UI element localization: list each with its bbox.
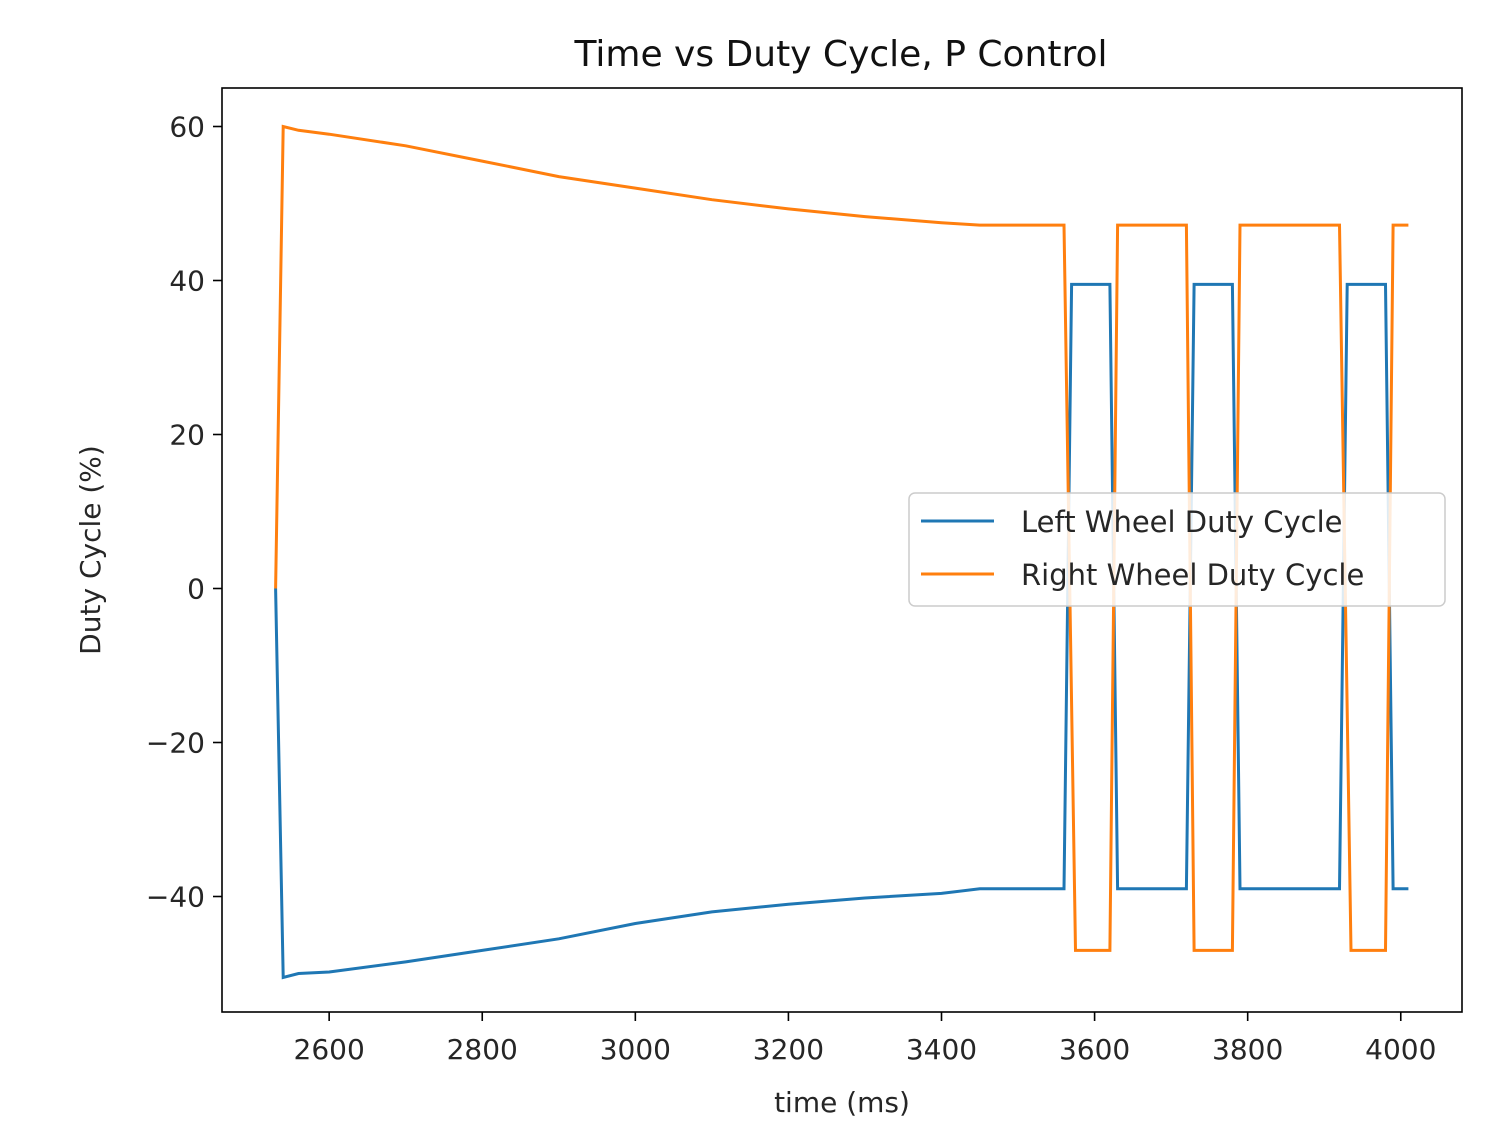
x-tick-label: 3200 (753, 1033, 824, 1066)
x-axis-label: time (ms) (774, 1086, 910, 1119)
x-tick-label: 2800 (447, 1033, 518, 1066)
legend: Left Wheel Duty Cycle Right Wheel Duty C… (908, 492, 1446, 607)
y-axis: 60 40 20 0 −20 −40 (146, 111, 222, 914)
chart-title: Time vs Duty Cycle, P Control (573, 34, 1107, 75)
x-tick-label: 3400 (906, 1033, 977, 1066)
y-tick-label: 0 (187, 573, 205, 606)
legend-label-left: Left Wheel Duty Cycle (1021, 505, 1343, 539)
y-axis-label: Duty Cycle (%) (74, 445, 107, 655)
x-tick-label: 3600 (1059, 1033, 1130, 1066)
series-line-right-wheel (274, 124, 1409, 952)
x-tick-label: 4000 (1365, 1033, 1436, 1066)
y-tick-label: 20 (169, 419, 205, 452)
series-line-left-wheel (274, 282, 1409, 980)
x-tick-label: 3800 (1212, 1033, 1283, 1066)
y-tick-label: 60 (169, 111, 205, 144)
series-layer (274, 124, 1409, 980)
x-tick-label: 2600 (294, 1033, 365, 1066)
x-tick-label: 3000 (600, 1033, 671, 1066)
legend-label-right: Right Wheel Duty Cycle (1021, 558, 1364, 592)
y-tick-label: −40 (146, 881, 205, 914)
y-tick-label: −20 (146, 727, 205, 760)
legend-box (908, 492, 1446, 607)
y-tick-label: 40 (169, 265, 205, 298)
x-axis: 2600 2800 3000 3200 3400 3600 3800 4000 (294, 1012, 1436, 1066)
